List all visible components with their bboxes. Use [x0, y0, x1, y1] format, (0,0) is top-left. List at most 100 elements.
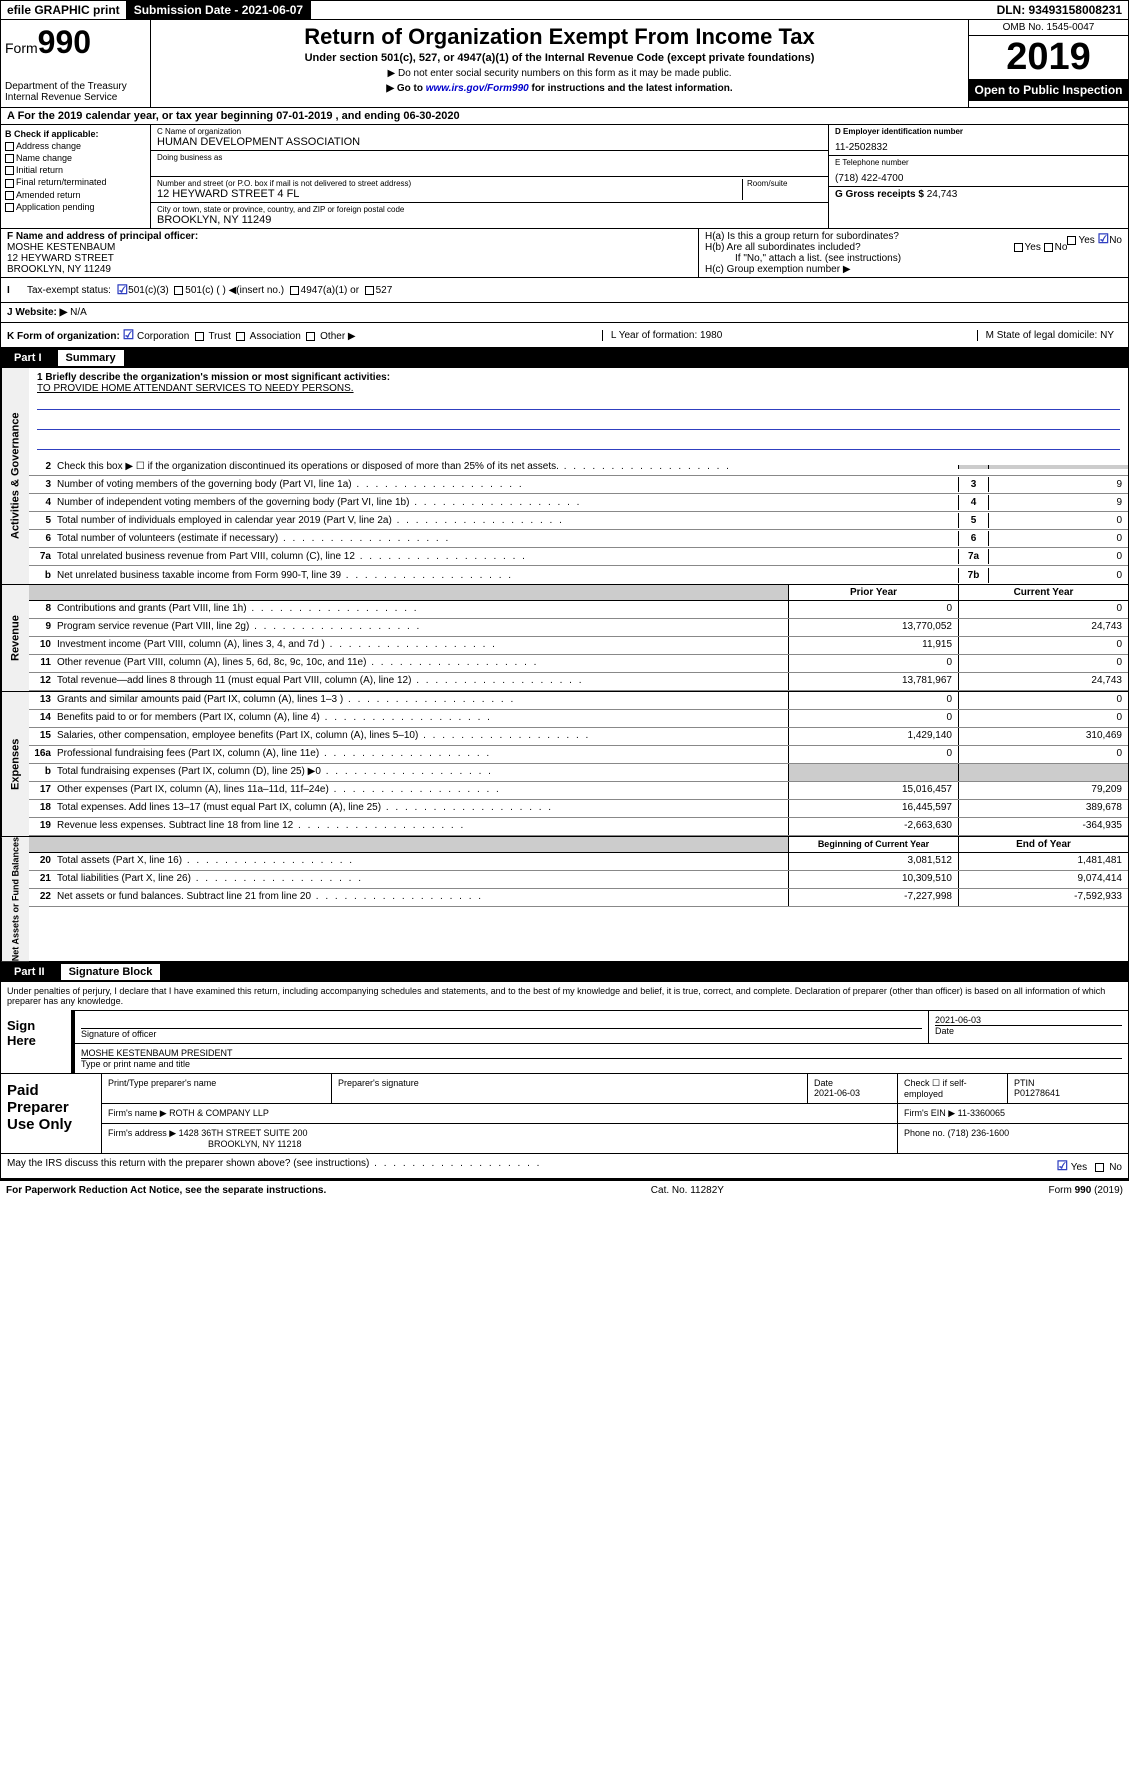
h-c-label: H(c) Group exemption number ▶	[705, 264, 1122, 275]
box-b: B Check if applicable: Address change Na…	[1, 125, 151, 228]
officer-name: MOSHE KESTENBAUM	[7, 242, 692, 253]
box-c: C Name of organization HUMAN DEVELOPMENT…	[151, 125, 828, 228]
status-501c3[interactable]: 501(c)(3)	[128, 285, 169, 296]
form-prefix: Form	[5, 40, 38, 56]
side-balances: Net Assets or Fund Balances	[1, 837, 29, 961]
city-cell: City or town, state or province, country…	[151, 203, 828, 228]
k-assoc[interactable]: Association	[250, 331, 301, 342]
submission-date-btn[interactable]: Submission Date - 2021-06-07	[126, 1, 311, 19]
header-left: Form990 Department of the Treasury Inter…	[1, 20, 151, 107]
ein-cell: D Employer identification number 11-2502…	[829, 125, 1128, 156]
preparer-title: Paid Preparer Use Only	[1, 1074, 101, 1153]
prep-h5: PTIN	[1014, 1078, 1122, 1088]
efile-label: efile GRAPHIC print	[1, 1, 126, 19]
data-line: 15Salaries, other compensation, employee…	[29, 728, 1128, 746]
tax-status-row: I Tax-exempt status: ☑ 501(c)(3) 501(c) …	[0, 278, 1129, 303]
prep-date: 2021-06-03	[814, 1088, 891, 1098]
signature-section: Under penalties of perjury, I declare th…	[0, 982, 1129, 1179]
box-de: D Employer identification number 11-2502…	[828, 125, 1128, 228]
data-line: 13Grants and similar amounts paid (Part …	[29, 692, 1128, 710]
dba-cell: Doing business as	[151, 151, 828, 177]
gov-line: 3Number of voting members of the governi…	[29, 476, 1128, 494]
data-line: 17Other expenses (Part IX, column (A), l…	[29, 782, 1128, 800]
gov-line: 4Number of independent voting members of…	[29, 494, 1128, 512]
ein-label: D Employer identification number	[835, 127, 1122, 136]
discuss-no[interactable]: No	[1109, 1162, 1122, 1173]
addr-cell: Number and street (or P.O. box if mail i…	[151, 177, 828, 203]
org-name: HUMAN DEVELOPMENT ASSOCIATION	[157, 136, 822, 148]
side-governance: Activities & Governance	[1, 368, 29, 584]
col-begin-year: Beginning of Current Year	[788, 837, 958, 852]
box-b-opt[interactable]: Address change	[5, 141, 146, 151]
firm-phone-label: Phone no.	[904, 1128, 945, 1138]
data-line: bTotal fundraising expenses (Part IX, co…	[29, 764, 1128, 782]
k-trust[interactable]: Trust	[208, 331, 230, 342]
sig-name-label: Type or print name and title	[81, 1059, 1122, 1069]
note2-pre: ▶ Go to	[386, 83, 425, 94]
box-b-opt[interactable]: Initial return	[5, 165, 146, 175]
k-other[interactable]: Other ▶	[320, 331, 355, 342]
officer-group-row: F Name and address of principal officer:…	[0, 229, 1129, 278]
form-990-num: 990	[38, 24, 91, 60]
gov-line: 2Check this box ▶ ☐ if the organization …	[29, 458, 1128, 476]
form-note-2: ▶ Go to www.irs.gov/Form990 for instruct…	[155, 83, 964, 94]
prep-h1: Print/Type preparer's name	[102, 1074, 332, 1103]
box-b-opt[interactable]: Amended return	[5, 190, 146, 200]
discuss-yes[interactable]: Yes	[1071, 1162, 1087, 1173]
officer-addr2: BROOKLYN, NY 11249	[7, 264, 692, 275]
h-a-no[interactable]: No	[1109, 235, 1122, 246]
opt-final: Final return/terminated	[16, 177, 107, 187]
data-line: 19Revenue less expenses. Subtract line 1…	[29, 818, 1128, 836]
phone-value: (718) 422-4700	[835, 173, 1122, 184]
firm-label: Firm's name ▶	[108, 1108, 167, 1118]
data-line: 16aProfessional fundraising fees (Part I…	[29, 746, 1128, 764]
status-501c[interactable]: 501(c) ( ) ◀(insert no.)	[185, 285, 284, 296]
firm-addr-label: Firm's address ▶	[108, 1128, 176, 1138]
footer-right: Form 990 (2019)	[1049, 1185, 1123, 1196]
opt-app-pending: Application pending	[16, 202, 95, 212]
status-527[interactable]: 527	[376, 285, 393, 296]
prep-h4[interactable]: Check ☐ if self-employed	[898, 1074, 1008, 1103]
part-2-num: Part II	[6, 964, 53, 980]
website-row: J Website: ▶ N/A	[0, 303, 1129, 323]
revenue-section: Revenue Prior Year Current Year 8Contrib…	[0, 585, 1129, 692]
opt-name-change: Name change	[16, 153, 72, 163]
h-b-row: H(b) Are all subordinates included? Yes …	[705, 242, 1122, 253]
street-addr: 12 HEYWARD STREET 4 FL	[157, 188, 742, 200]
box-b-opt[interactable]: Final return/terminated	[5, 177, 146, 187]
box-f: F Name and address of principal officer:…	[1, 229, 698, 277]
side-expenses: Expenses	[1, 692, 29, 836]
data-line: 18Total expenses. Add lines 13–17 (must …	[29, 800, 1128, 818]
firm-ein: 11-3360065	[958, 1108, 1005, 1118]
data-line: 12Total revenue—add lines 8 through 11 (…	[29, 673, 1128, 691]
org-name-cell: C Name of organization HUMAN DEVELOPMENT…	[151, 125, 828, 151]
footer-row: For Paperwork Reduction Act Notice, see …	[0, 1179, 1129, 1200]
open-to-public: Open to Public Inspection	[969, 79, 1128, 101]
note2-post: for instructions and the latest informat…	[529, 83, 733, 94]
sig-date-label: Date	[935, 1026, 1122, 1036]
part-1-num: Part I	[6, 350, 50, 366]
status-4947[interactable]: 4947(a)(1) or	[301, 285, 359, 296]
org-form-row: K Form of organization: ☑ Corporation Tr…	[0, 323, 1129, 348]
firm-addr2: BROOKLYN, NY 11218	[108, 1139, 891, 1149]
form-title: Return of Organization Exempt From Incom…	[155, 24, 964, 50]
k-corp[interactable]: Corporation	[137, 331, 189, 342]
gross-label: G Gross receipts $	[835, 189, 924, 200]
box-b-opt[interactable]: Application pending	[5, 202, 146, 212]
box-b-opt[interactable]: Name change	[5, 153, 146, 163]
city-state-zip: BROOKLYN, NY 11249	[157, 214, 822, 226]
part-1-header: Part I Summary	[0, 348, 1129, 368]
h-a-row: H(a) Is this a group return for subordin…	[705, 231, 1122, 242]
firm-ein-label: Firm's EIN ▶	[904, 1108, 955, 1118]
h-a-yes[interactable]: Yes	[1078, 235, 1094, 246]
phone-cell: E Telephone number (718) 422-4700	[829, 156, 1128, 187]
preparer-section: Paid Preparer Use Only Print/Type prepar…	[1, 1073, 1128, 1153]
omb-number: OMB No. 1545-0047	[969, 20, 1128, 36]
data-line: 11Other revenue (Part VIII, column (A), …	[29, 655, 1128, 673]
firm-name: ROTH & COMPANY LLP	[169, 1108, 269, 1118]
dba-label: Doing business as	[157, 153, 822, 162]
irs-link[interactable]: www.irs.gov/Form990	[426, 83, 529, 94]
opt-amended: Amended return	[16, 190, 81, 200]
data-line: 10Investment income (Part VIII, column (…	[29, 637, 1128, 655]
box-b-head: B Check if applicable:	[5, 129, 146, 139]
